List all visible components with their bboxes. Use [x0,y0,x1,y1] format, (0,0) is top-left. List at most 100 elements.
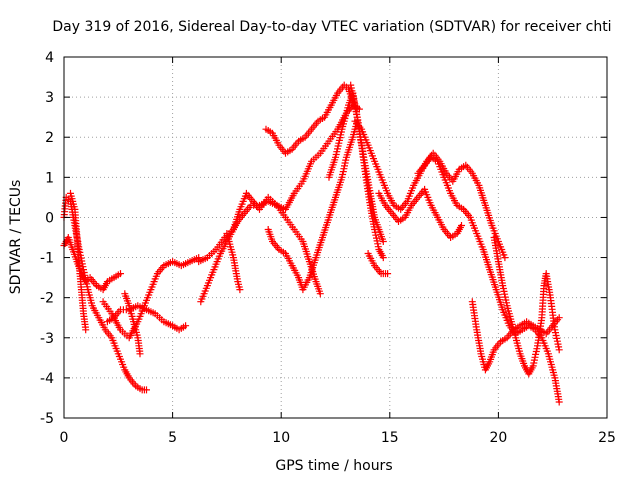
data-point [229,208,243,233]
data-point [371,213,382,231]
data-point [147,272,160,294]
data-point [468,298,480,331]
data-point [316,140,331,157]
data-point [403,184,417,205]
data-point [117,270,124,278]
data-point [408,195,420,209]
data-point [462,161,475,175]
y-tick-label: 3 [45,90,54,106]
data-point [334,83,347,97]
data-point [88,302,101,319]
data-point [421,185,434,207]
data-point [114,350,128,371]
data-point [295,135,307,145]
data-point [256,196,270,213]
data-point [477,350,489,371]
data-point [288,262,301,279]
data-point [434,213,447,231]
data-point [110,271,122,282]
data-point [473,326,484,355]
data-point [316,290,324,298]
data-point [282,192,297,213]
data-point [427,153,439,164]
data-point [440,173,453,195]
data-point [308,119,320,133]
data-point [143,386,150,394]
data-point [434,157,447,179]
data-point [82,326,90,334]
series-track-3 [67,189,90,334]
data-point [499,306,512,327]
data-point [197,284,210,306]
data-point [242,189,255,203]
data-point [525,364,536,378]
data-point [236,192,249,213]
data-point [84,286,95,307]
x-tick-label: 10 [272,430,290,446]
data-point [473,230,486,251]
data-point [475,181,489,207]
data-point [269,238,281,251]
data-point [67,189,78,211]
plot-frame [63,56,608,419]
data-point [497,335,509,346]
data-point [153,264,166,278]
series-track-7 [195,101,363,266]
data-point [229,254,241,283]
data-point [397,199,409,213]
series-track-6 [121,290,144,358]
data-point [490,340,503,354]
data-point [117,306,130,314]
data-point [177,259,192,270]
data-point [169,322,181,332]
data-point [212,236,227,253]
data-point [121,366,132,380]
data-point [160,259,174,270]
data-point [182,322,190,330]
data-point [64,234,76,251]
series-track-18 [468,298,563,374]
data-point [125,302,137,323]
data-point [518,323,531,334]
data-point [71,205,81,239]
data-point [347,81,361,118]
series-track-15 [375,185,465,241]
data-point [325,128,340,145]
data-point [358,125,371,147]
data-point [275,246,287,256]
data-point [203,268,217,290]
data-point [138,386,148,394]
data-point [73,234,83,267]
data-point [121,290,132,307]
data-point [338,104,352,133]
data-point [195,255,209,266]
x-tick-label: 5 [168,430,177,446]
data-point [175,323,187,334]
data-point [240,203,253,217]
data-point [555,346,563,354]
data-point [234,278,243,291]
data-point [529,345,541,370]
data-point [325,156,339,181]
data-point [410,172,423,189]
data-point [427,201,440,219]
data-point [312,236,326,262]
data-point [414,163,427,177]
data-point [481,201,495,227]
x-tick-label: 25 [598,430,616,446]
data-point [492,286,506,311]
data-point [93,282,105,292]
series-track-9 [223,230,244,294]
data-point [384,270,392,278]
data-point [460,205,472,219]
series-track-16 [364,250,392,278]
data-point [379,254,387,262]
data-point [136,350,144,358]
data-point [488,222,501,243]
data-point [375,189,388,207]
data-point [301,127,314,141]
axis-ticks: 0 5 10 15 20 25 -5 -4 -3 -2 -1 0 1 2 3 4 [40,50,616,446]
data-point [321,104,334,121]
data-point [95,314,108,331]
data-point [299,160,314,185]
